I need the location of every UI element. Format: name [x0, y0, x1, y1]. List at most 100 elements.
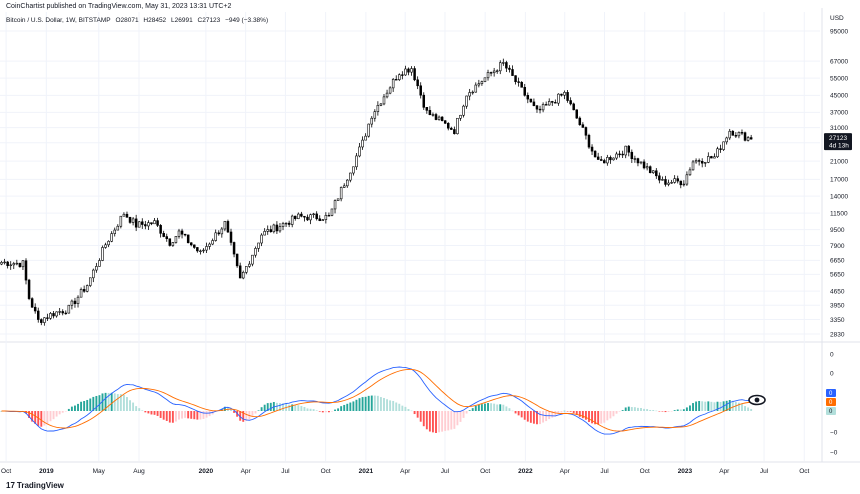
macd-lines: [1, 366, 752, 435]
candle: [229, 228, 233, 246]
histogram-bar: [162, 411, 165, 420]
eye-icon[interactable]: [748, 394, 766, 406]
histogram-bar: [692, 403, 694, 411]
histogram-bar: [279, 403, 281, 411]
candle: [511, 65, 514, 76]
candle: [688, 167, 692, 176]
candle: [248, 261, 251, 268]
candle-body: [508, 67, 511, 70]
candle-body: [633, 158, 637, 160]
candle: [180, 228, 184, 239]
candle-body: [483, 77, 487, 82]
candle-body: [3, 261, 6, 264]
candle-body: [113, 229, 116, 234]
candle-body: [401, 74, 404, 76]
ohlc-close: C27123: [197, 17, 221, 24]
candle: [131, 217, 135, 226]
candle-body: [229, 231, 233, 243]
candle-body: [238, 265, 242, 279]
candle-body: [336, 198, 340, 201]
time-axis[interactable]: Oct 2019 May Aug 2020 Apr Jul Oct 2021 Apr Jul Oct 2…: [1, 468, 809, 475]
candle-body: [43, 317, 46, 323]
candle-body: [388, 87, 392, 94]
candle-body: [725, 137, 728, 143]
candle: [238, 262, 242, 279]
candle-body: [189, 242, 193, 246]
candle: [134, 214, 138, 232]
candle-body: [165, 236, 169, 240]
candle: [162, 230, 165, 238]
candle-body: [24, 260, 28, 281]
candle-body: [554, 102, 557, 104]
candle: [156, 217, 159, 227]
candle-body: [217, 232, 221, 235]
candle: [520, 81, 523, 88]
candle-body: [272, 224, 276, 233]
candle-body: [419, 85, 422, 96]
candle: [514, 75, 517, 85]
histogram-bar: [331, 411, 333, 412]
histogram-bar: [334, 409, 336, 411]
histogram-bar: [480, 404, 483, 411]
histogram-bar: [471, 408, 474, 411]
candle-body: [122, 213, 126, 217]
candle: [294, 215, 297, 221]
macd-tick-label: 0: [830, 351, 834, 358]
candle-body: [101, 247, 104, 261]
candle-body: [575, 109, 579, 119]
candle: [743, 131, 747, 142]
histogram-bar: [300, 405, 303, 411]
macd-tick-label: 0: [830, 370, 834, 377]
tradingview-logo-text: TradingView: [16, 481, 64, 490]
candle: [676, 175, 679, 184]
histogram-bar: [487, 402, 489, 411]
candle: [673, 175, 676, 184]
histogram-bar: [178, 411, 180, 420]
histogram-bar: [484, 403, 486, 411]
candle: [370, 116, 374, 128]
histogram-bar: [630, 407, 633, 411]
time-tick-label: Oct: [799, 468, 809, 475]
candle-body: [572, 103, 575, 111]
tradingview-logo[interactable]: 17 TradingView: [6, 481, 64, 490]
candle: [645, 163, 649, 171]
candle-body: [370, 117, 374, 125]
candle: [300, 211, 303, 218]
candle-body: [330, 208, 334, 216]
candle: [275, 221, 279, 234]
candle: [394, 75, 398, 81]
candle: [667, 179, 670, 187]
histogram-bar: [523, 411, 526, 420]
candle: [670, 179, 673, 184]
candle: [76, 295, 80, 308]
candle-body: [168, 238, 172, 246]
candle: [401, 71, 404, 80]
candle-body: [306, 216, 309, 221]
price-tick-label: 45000: [830, 93, 848, 100]
candle-body: [266, 229, 269, 232]
histogram-bar: [667, 411, 670, 412]
candle-body: [697, 160, 701, 162]
candle-body: [349, 172, 352, 181]
histogram-bar: [110, 392, 113, 411]
candle-body: [679, 180, 683, 186]
histogram-bar: [640, 407, 642, 411]
candle: [679, 180, 683, 189]
histogram-bar: [352, 401, 355, 411]
candle: [107, 240, 110, 248]
histogram-bar: [536, 411, 538, 425]
candle-body: [36, 310, 40, 320]
candle-body: [355, 155, 358, 168]
candle: [346, 179, 349, 188]
candle: [407, 67, 410, 76]
candle: [245, 266, 248, 275]
tradingview-logo-icon: 17: [6, 481, 15, 490]
histogram-bar: [174, 411, 177, 422]
candle: [590, 144, 594, 155]
histogram-bar: [294, 405, 297, 411]
histogram-bar: [670, 411, 673, 412]
histogram-bar: [337, 408, 340, 411]
candle: [505, 60, 508, 73]
candle: [46, 313, 49, 321]
